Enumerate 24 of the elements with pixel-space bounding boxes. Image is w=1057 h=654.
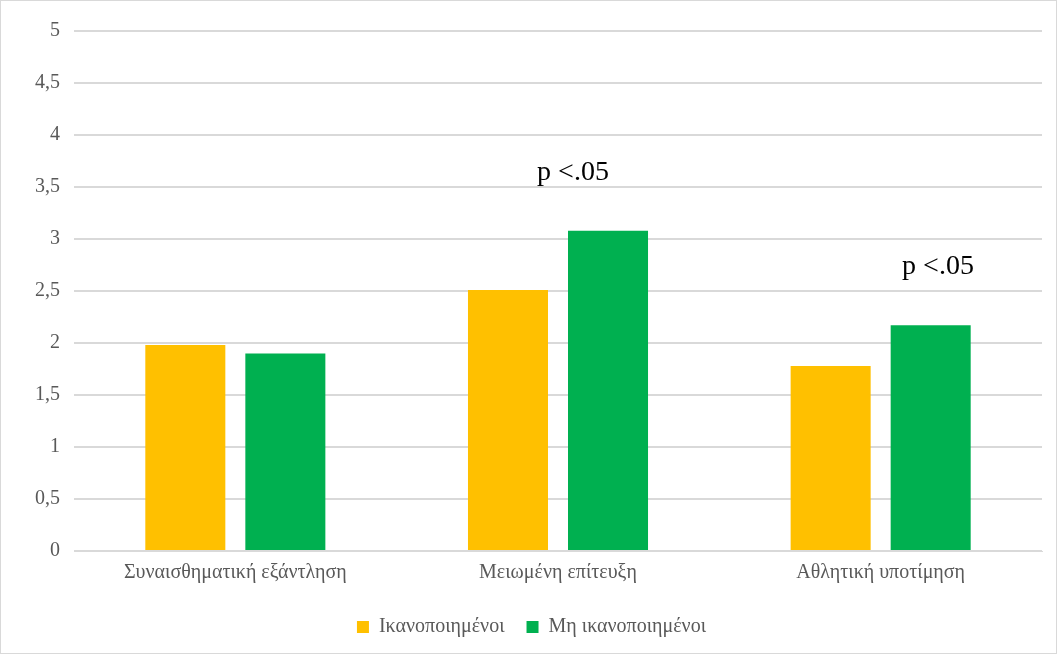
- y-tick-label: 0,5: [35, 486, 60, 509]
- bar: [568, 230, 649, 550]
- y-tick-label: 4,5: [35, 70, 60, 93]
- legend-label: Μη ικανοποιημένοι: [548, 614, 707, 638]
- annotation: p <.05: [902, 249, 974, 281]
- bar: [467, 289, 548, 550]
- x-tick-label: Μειωμένη επίτευξη: [479, 560, 637, 584]
- annotation: p <.05: [537, 155, 609, 187]
- y-tick-label: 5: [50, 18, 60, 41]
- y-tick-label: 3: [50, 226, 60, 249]
- legend-label: Ικανοποιημένοι: [378, 614, 506, 638]
- bar: [145, 345, 226, 550]
- y-tick-label: 3,5: [35, 174, 60, 197]
- y-tick-label: 1,5: [35, 382, 60, 405]
- x-tick-label: Αθλητική υποτίμηση: [796, 560, 966, 584]
- y-tick-label: 0: [50, 538, 60, 561]
- y-tick-label: 2,5: [35, 278, 60, 301]
- y-tick-label: 2: [50, 330, 60, 353]
- x-tick-label: Συναισθηματική εξάντληση: [123, 560, 347, 584]
- bar: [245, 353, 326, 550]
- bar: [790, 365, 871, 550]
- y-tick-label: 4: [50, 122, 60, 145]
- bar: [890, 325, 971, 550]
- y-tick-label: 1: [50, 434, 60, 457]
